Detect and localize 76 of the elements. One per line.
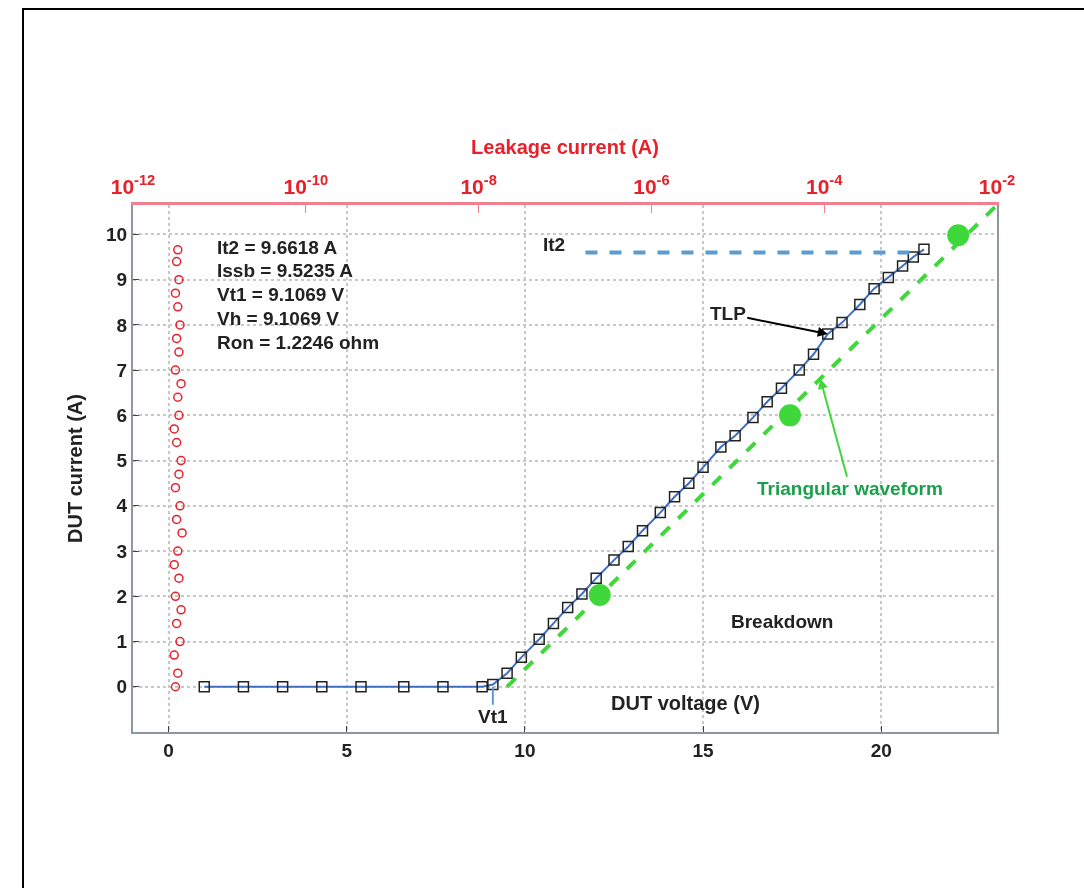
x2-tick-label: 10$^{-12}$: [110, 171, 156, 198]
point: [822, 328, 834, 340]
point: [515, 651, 528, 664]
x-tick-label: 5: [341, 739, 353, 761]
y-axis-title: DUT current (A): [64, 394, 87, 543]
annotation: Vt1: [478, 706, 508, 727]
point: [198, 681, 211, 693]
y-tick-label: 10: [106, 224, 128, 246]
point: [590, 572, 602, 584]
x-tick-label: 10: [514, 739, 536, 761]
point: [918, 243, 930, 256]
point: [854, 298, 866, 311]
y-tick-label: 9: [116, 269, 128, 291]
point: [501, 667, 513, 679]
annotation: It2 = 9.6618 A: [217, 237, 338, 258]
point: [761, 396, 773, 408]
annotation: Issb = 9.5235 A: [217, 260, 354, 281]
x2-tick-label: 10$^{-10}$: [283, 171, 329, 198]
y-tick-label: 6: [116, 405, 128, 426]
x-axis-title: DUT voltage (V): [611, 692, 760, 714]
point: [896, 260, 909, 272]
point: [654, 506, 667, 519]
y-tick-label: 8: [116, 314, 128, 336]
point: [355, 681, 367, 693]
annotation: Breakdown: [731, 611, 834, 632]
annotation: Vh = 9.1069 V: [217, 308, 340, 329]
x2-tick-label: 10$^{-4}$: [805, 171, 844, 198]
point: [437, 681, 449, 693]
point: [487, 678, 499, 691]
x2-tick-label: 10$^{-2}$: [978, 171, 1016, 198]
point: [561, 601, 574, 614]
y-tick-label: 2: [116, 585, 128, 607]
x2-tick-label: 10$^{-6}$: [633, 171, 670, 198]
annotation: It2: [543, 234, 566, 255]
x2-axis-title: Leakage current (A): [471, 136, 659, 159]
point: [697, 461, 709, 474]
point: [576, 588, 588, 600]
point: [747, 411, 759, 424]
x-tick-label: 15: [692, 739, 715, 761]
y-tick-label: 3: [116, 540, 128, 562]
point: [715, 441, 727, 453]
point: [476, 681, 488, 693]
annotation: Vt1 = 9.1069 V: [217, 284, 345, 305]
point: [882, 271, 895, 284]
point: [868, 282, 880, 295]
point: [622, 540, 634, 553]
point: [237, 681, 250, 693]
point: [907, 251, 920, 263]
point: [588, 583, 611, 606]
point: [636, 524, 649, 537]
point: [807, 348, 820, 361]
x2-tick-label: 10$^{-8}$: [460, 171, 497, 198]
x-tick-label: 0: [163, 739, 174, 761]
annotation: TLP: [710, 303, 747, 324]
point: [533, 633, 545, 646]
point: [608, 554, 620, 566]
y-tick-label: 0: [116, 676, 128, 698]
y-tick-label: 4: [116, 495, 128, 517]
point: [316, 681, 328, 693]
point: [683, 477, 695, 489]
point: [398, 681, 410, 693]
point: [779, 404, 801, 427]
annotation: Triangular waveform: [757, 478, 943, 499]
y-tick-label: 1: [116, 631, 128, 653]
point: [276, 681, 289, 693]
point: [668, 491, 681, 503]
y-tick-label: 7: [116, 359, 128, 381]
annotation: Ron = 1.2246 ohm: [217, 332, 380, 353]
point: [947, 224, 970, 247]
point: [793, 364, 806, 376]
point: [836, 316, 848, 329]
point: [729, 429, 741, 442]
y-tick-label: 5: [116, 450, 128, 472]
x-tick-label: 20: [870, 739, 892, 761]
point: [775, 382, 788, 394]
point: [547, 617, 560, 630]
